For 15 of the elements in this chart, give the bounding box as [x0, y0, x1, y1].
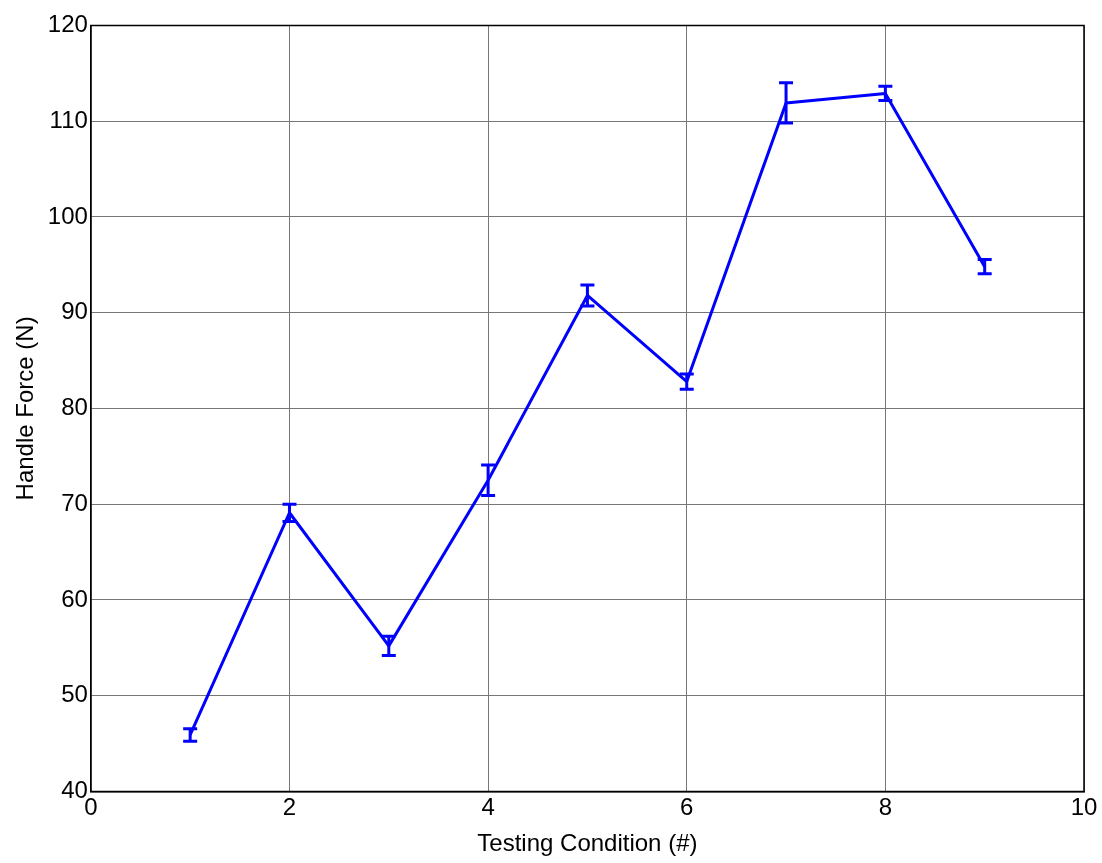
- y-tick-label: 110: [49, 105, 88, 133]
- x-tick-label: 10: [1070, 793, 1098, 821]
- y-tick-label: 60: [61, 584, 88, 612]
- y-tick-label: 80: [61, 393, 88, 421]
- y-tick-label: 120: [47, 10, 88, 38]
- x-tick-label: 8: [878, 793, 893, 821]
- y-tick-label: 90: [61, 297, 88, 325]
- x-tick-label: 2: [282, 793, 297, 821]
- x-tick-label: 4: [481, 793, 495, 821]
- y-tick-label: 100: [47, 201, 88, 229]
- x-tick-label: 6: [680, 793, 694, 821]
- x-axis-title: Testing Condition (#): [477, 829, 698, 857]
- y-tick-label: 70: [61, 488, 88, 516]
- y-axis-title: Handle Force (N): [11, 316, 39, 501]
- y-tick-label: 50: [61, 680, 88, 708]
